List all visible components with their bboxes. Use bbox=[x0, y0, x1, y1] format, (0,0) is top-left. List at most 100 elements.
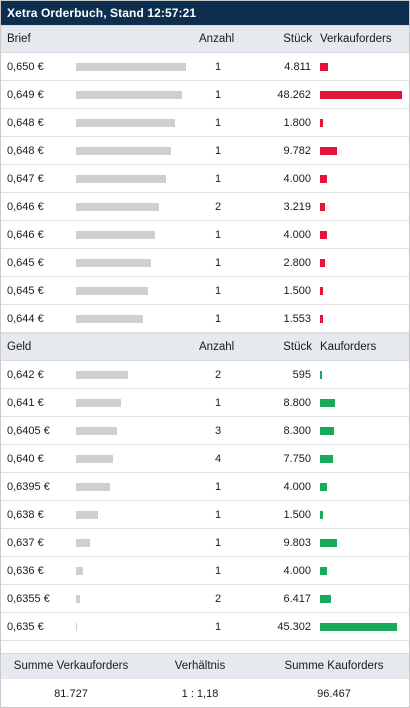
ask-quantity: 4.000 bbox=[283, 229, 311, 241]
ask-depth-bar bbox=[76, 203, 159, 211]
ask-count: 1 bbox=[214, 229, 222, 241]
ask-depth-bar bbox=[76, 175, 166, 183]
ask-quantity: 9.782 bbox=[283, 145, 311, 157]
bid-orders-header: Kauforders bbox=[320, 341, 377, 353]
table-row: 0,640 € 4 7.750 bbox=[1, 445, 409, 473]
ask-count: 1 bbox=[214, 173, 222, 185]
table-row: 0,6395 € 1 4.000 bbox=[1, 473, 409, 501]
ask-quantity-header: Stück bbox=[283, 33, 312, 45]
table-row: 0,635 € 1 45.302 bbox=[1, 613, 409, 641]
ask-depth-bar bbox=[76, 91, 182, 99]
table-row: 0,6405 € 3 8.300 bbox=[1, 417, 409, 445]
summary-values: 81.727 1 : 1,18 96.467 bbox=[1, 679, 409, 707]
ask-price: 0,646 € bbox=[7, 201, 44, 213]
ask-price: 0,647 € bbox=[7, 173, 44, 185]
ask-depth-bar bbox=[76, 231, 155, 239]
bid-price: 0,642 € bbox=[7, 369, 44, 381]
ask-header: Brief Anzahl Stück Verkauforders bbox=[1, 25, 409, 53]
bid-count: 4 bbox=[214, 453, 222, 465]
bid-count-header: Anzahl bbox=[199, 341, 235, 353]
sell-order-bar bbox=[320, 287, 323, 295]
table-row: 0,650 € 1 4.811 bbox=[1, 53, 409, 81]
sell-order-bar bbox=[320, 259, 325, 267]
ask-count: 2 bbox=[214, 201, 222, 213]
buy-order-bar bbox=[320, 595, 331, 603]
bid-quantity: 8.800 bbox=[283, 397, 311, 409]
bid-depth-bar bbox=[76, 595, 80, 603]
table-row: 0,637 € 1 9.803 bbox=[1, 529, 409, 557]
bid-price: 0,6405 € bbox=[7, 425, 50, 437]
bid-price: 0,636 € bbox=[7, 565, 44, 577]
bid-price: 0,6355 € bbox=[7, 593, 50, 605]
bid-depth-bar bbox=[76, 427, 117, 435]
buy-order-bar bbox=[320, 455, 333, 463]
ask-quantity: 1.500 bbox=[283, 285, 311, 297]
buy-order-bar bbox=[320, 539, 337, 547]
bid-depth-bar bbox=[76, 455, 113, 463]
sell-order-bar bbox=[320, 231, 327, 239]
buy-order-bar bbox=[320, 623, 397, 631]
buy-order-bar bbox=[320, 371, 322, 379]
table-row: 0,647 € 1 4.000 bbox=[1, 165, 409, 193]
bid-depth-bar bbox=[76, 399, 121, 407]
bid-price: 0,641 € bbox=[7, 397, 44, 409]
bid-quantity: 9.803 bbox=[283, 537, 311, 549]
ask-quantity: 1.553 bbox=[283, 313, 311, 325]
bid-count: 3 bbox=[214, 425, 222, 437]
bid-count: 1 bbox=[214, 481, 222, 493]
ask-quantity: 1.800 bbox=[283, 117, 311, 129]
bid-quantity: 595 bbox=[292, 369, 311, 381]
bid-depth-bar bbox=[76, 539, 90, 547]
ask-count: 1 bbox=[214, 313, 222, 325]
ask-depth-bar bbox=[76, 147, 171, 155]
bid-depth-bar bbox=[76, 483, 110, 491]
table-row: 0,648 € 1 9.782 bbox=[1, 137, 409, 165]
ask-depth-bar bbox=[76, 63, 186, 71]
ask-quantity: 4.000 bbox=[283, 173, 311, 185]
ask-price: 0,650 € bbox=[7, 61, 44, 73]
bid-count: 2 bbox=[214, 369, 222, 381]
table-row: 0,642 € 2 595 bbox=[1, 361, 409, 389]
table-row: 0,646 € 2 3.219 bbox=[1, 193, 409, 221]
ask-quantity: 4.811 bbox=[284, 61, 311, 73]
table-row: 0,644 € 1 1.553 bbox=[1, 305, 409, 333]
sell-order-bar bbox=[320, 147, 337, 155]
bid-depth-bar bbox=[76, 567, 83, 575]
bid-count: 1 bbox=[214, 621, 222, 633]
bid-quantity: 4.000 bbox=[283, 481, 311, 493]
ask-depth-bar bbox=[76, 119, 175, 127]
table-row: 0,636 € 1 4.000 bbox=[1, 557, 409, 585]
summary-header: Summe Verkauforders Verhältnis Summe Kau… bbox=[1, 653, 409, 679]
ask-depth-bar bbox=[76, 259, 151, 267]
bid-count: 1 bbox=[214, 509, 222, 521]
ask-quantity: 2.800 bbox=[283, 257, 311, 269]
table-row: 0,645 € 1 2.800 bbox=[1, 249, 409, 277]
bid-count: 1 bbox=[214, 565, 222, 577]
bid-depth-bar bbox=[76, 623, 77, 631]
summary-buy-total: 96.467 bbox=[317, 688, 351, 700]
bid-depth-bar bbox=[76, 371, 128, 379]
buy-order-bar bbox=[320, 567, 327, 575]
bid-quantity: 7.750 bbox=[283, 453, 311, 465]
buy-order-bar bbox=[320, 427, 334, 435]
ask-count: 1 bbox=[214, 61, 222, 73]
ask-price: 0,648 € bbox=[7, 117, 44, 129]
bid-count: 1 bbox=[214, 397, 222, 409]
bid-quantity: 8.300 bbox=[283, 425, 311, 437]
ask-quantity: 3.219 bbox=[283, 201, 311, 213]
ask-price: 0,649 € bbox=[7, 89, 44, 101]
buy-order-bar bbox=[320, 511, 323, 519]
table-row: 0,641 € 1 8.800 bbox=[1, 389, 409, 417]
ask-count: 1 bbox=[214, 117, 222, 129]
buy-order-bar bbox=[320, 483, 327, 491]
sell-order-bar bbox=[320, 119, 323, 127]
bid-count: 2 bbox=[214, 593, 222, 605]
sell-order-bar bbox=[320, 63, 328, 71]
bid-price: 0,635 € bbox=[7, 621, 44, 633]
ask-count: 1 bbox=[214, 257, 222, 269]
bid-depth-bar bbox=[76, 511, 98, 519]
bid-price-header: Geld bbox=[7, 341, 32, 353]
ask-price-header: Brief bbox=[7, 33, 31, 45]
ask-price: 0,645 € bbox=[7, 285, 44, 297]
sell-order-bar bbox=[320, 315, 323, 323]
